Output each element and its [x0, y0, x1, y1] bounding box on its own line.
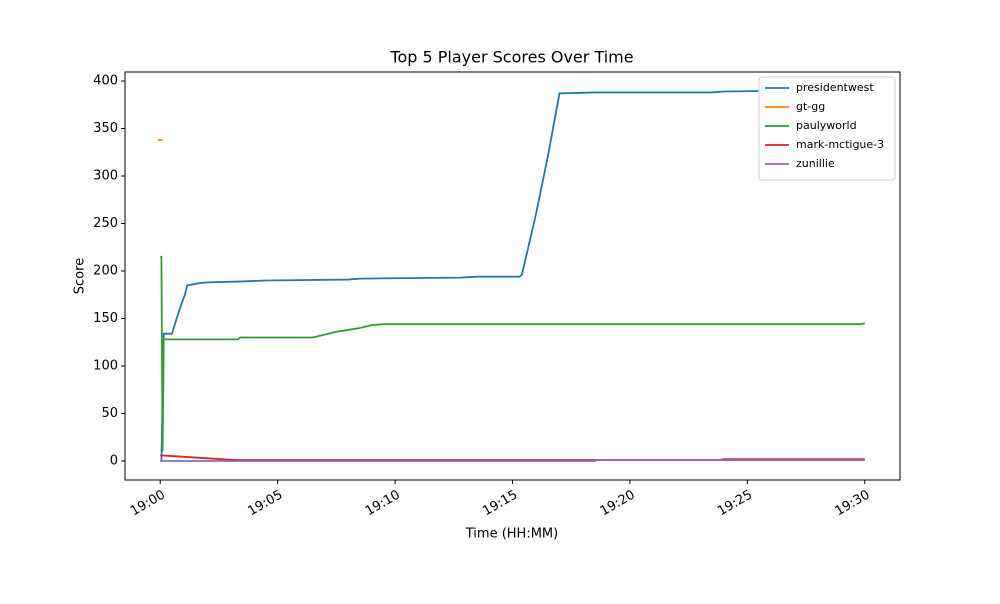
- series-line: [160, 459, 865, 462]
- y-tick-label: 150: [93, 311, 118, 326]
- y-tick-label: 100: [93, 359, 118, 374]
- y-tick-label: 350: [93, 121, 118, 136]
- y-tick-label: 200: [93, 264, 118, 279]
- series-line: [160, 255, 865, 452]
- y-tick-label: 0: [110, 454, 118, 469]
- y-axis-label: Score: [73, 258, 88, 294]
- y-tick-label: 400: [93, 74, 118, 89]
- y-tick-label: 300: [93, 169, 118, 184]
- legend-label: zunillie: [796, 157, 835, 170]
- chart-title: Top 5 Player Scores Over Time: [389, 48, 633, 67]
- legend-label: gt-gg: [796, 100, 825, 113]
- legend-box: [758, 76, 896, 181]
- y-tick-label: 50: [101, 406, 118, 421]
- y-tick-label: 250: [93, 216, 118, 231]
- legend-label: paulyworld: [796, 119, 857, 132]
- legend-label: mark-mctigue-3: [796, 138, 884, 151]
- x-axis-label: Time (HH:MM): [465, 527, 558, 542]
- legend-label: presidentwest: [796, 81, 874, 94]
- plot-frame: [124, 71, 901, 481]
- series-line: [160, 89, 865, 462]
